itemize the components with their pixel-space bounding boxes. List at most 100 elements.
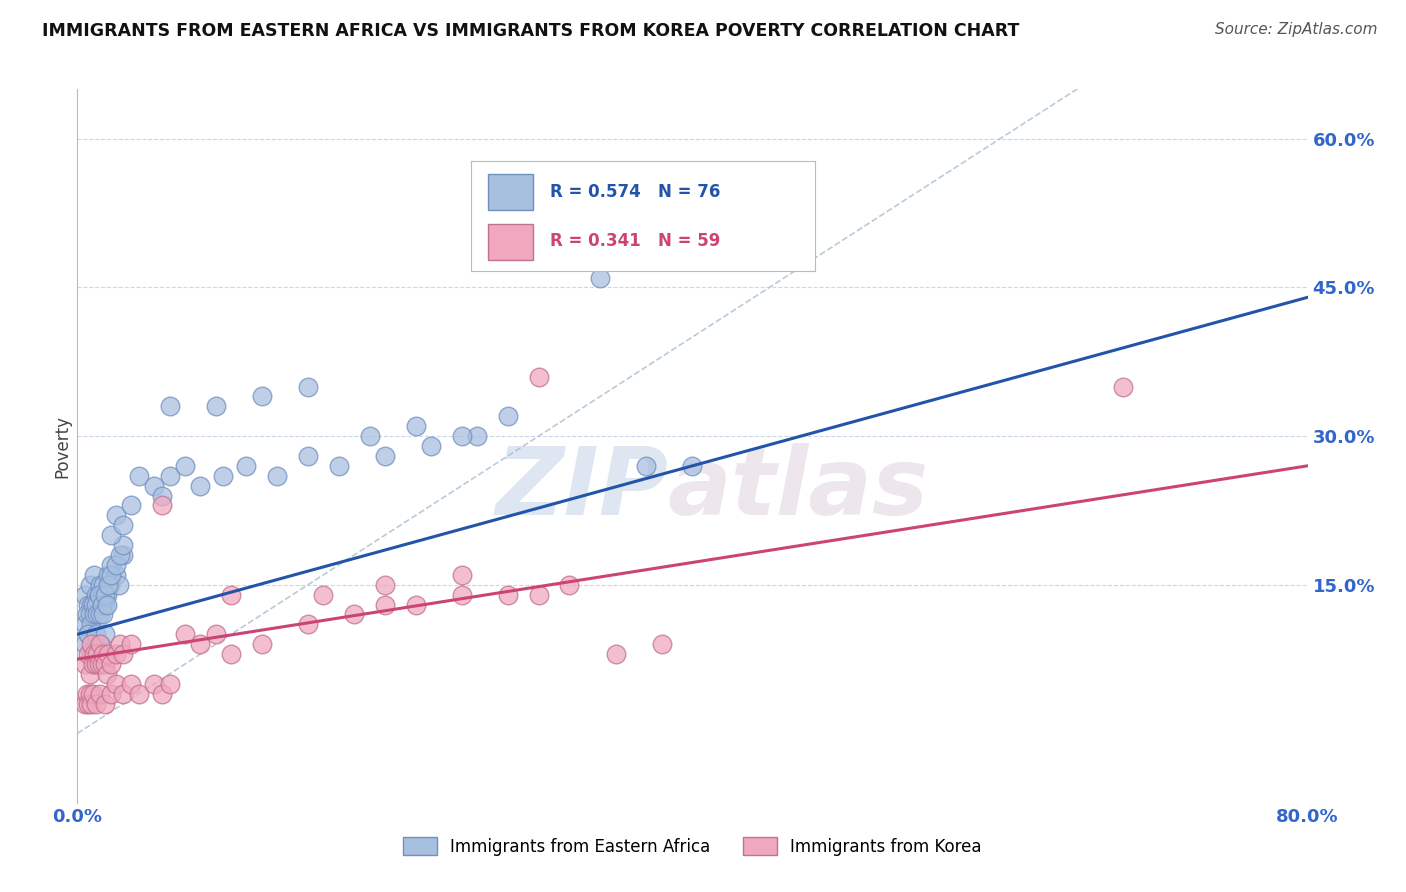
Text: atlas: atlas (668, 442, 929, 535)
Point (89, 637, 111, 651)
Point (112, 548, 135, 562)
Point (73, 697, 96, 711)
Point (150, 489, 173, 503)
Point (84, 588, 107, 602)
Point (527, 369, 550, 384)
Point (100, 528, 122, 542)
Point (188, 478, 212, 492)
Point (150, 687, 173, 701)
Point (77, 647, 100, 661)
Point (94, 657, 117, 671)
Point (651, 637, 673, 651)
Point (112, 687, 135, 701)
Text: IMMIGRANTS FROM EASTERN AFRICA VS IMMIGRANTS FROM KOREA POVERTY CORRELATION CHAR: IMMIGRANTS FROM EASTERN AFRICA VS IMMIGR… (42, 22, 1019, 40)
Point (159, 468, 181, 483)
Point (77, 697, 100, 711)
Point (89, 607, 111, 622)
Point (77, 598, 100, 612)
Point (84, 627, 107, 641)
Point (120, 677, 142, 691)
Point (104, 567, 127, 582)
Point (374, 449, 396, 463)
Point (159, 400, 181, 414)
Point (87, 588, 110, 602)
Point (204, 400, 226, 414)
Point (90, 657, 114, 671)
Point (250, 637, 273, 651)
Point (73, 617, 96, 632)
Point (104, 508, 127, 523)
Point (100, 687, 122, 701)
Point (112, 538, 135, 552)
Point (96, 598, 118, 612)
Point (266, 468, 288, 483)
Point (93, 647, 115, 661)
Point (297, 449, 319, 463)
Text: ZIP: ZIP (495, 442, 668, 535)
Point (405, 598, 427, 612)
Point (77, 627, 100, 641)
Point (79, 578, 101, 592)
Point (94, 627, 117, 641)
Point (83, 567, 105, 582)
Point (128, 687, 150, 701)
Point (82, 607, 104, 622)
Point (89, 578, 111, 592)
Point (343, 607, 366, 622)
Point (73, 637, 96, 651)
Point (76, 607, 98, 622)
Point (636, 458, 658, 473)
Text: Source: ZipAtlas.com: Source: ZipAtlas.com (1215, 22, 1378, 37)
Point (143, 478, 166, 492)
Point (86, 607, 108, 622)
Point (188, 637, 212, 651)
Point (84, 657, 107, 671)
Point (80, 697, 103, 711)
Point (89, 637, 111, 651)
Point (112, 647, 135, 661)
Point (150, 499, 173, 513)
Point (100, 657, 122, 671)
Point (87, 588, 110, 602)
Point (527, 588, 550, 602)
Point (496, 409, 519, 424)
Point (219, 647, 242, 661)
Point (110, 548, 132, 562)
Point (94, 598, 117, 612)
Point (374, 578, 396, 592)
Point (465, 429, 488, 443)
Point (86, 647, 108, 661)
Point (312, 588, 335, 602)
Point (212, 468, 235, 483)
Point (297, 379, 319, 393)
Point (97, 567, 120, 582)
Point (496, 588, 519, 602)
Point (420, 439, 443, 453)
Point (82, 657, 104, 671)
Point (87, 657, 110, 671)
Point (76, 687, 98, 701)
Point (84, 598, 107, 612)
Point (219, 588, 242, 602)
Point (235, 458, 257, 473)
Point (93, 607, 115, 622)
Point (682, 458, 704, 473)
Point (204, 627, 226, 641)
Point (104, 647, 127, 661)
Point (143, 677, 166, 691)
Point (174, 458, 197, 473)
Point (250, 389, 273, 403)
Point (450, 588, 472, 602)
Point (96, 588, 118, 602)
Point (97, 647, 120, 661)
Point (80, 647, 103, 661)
Point (450, 429, 472, 443)
Point (82, 687, 104, 701)
Point (80, 617, 103, 632)
Point (80, 637, 103, 651)
Point (93, 578, 115, 592)
Point (90, 588, 114, 602)
Point (1112, 379, 1135, 393)
Point (405, 419, 427, 434)
Point (83, 607, 105, 622)
